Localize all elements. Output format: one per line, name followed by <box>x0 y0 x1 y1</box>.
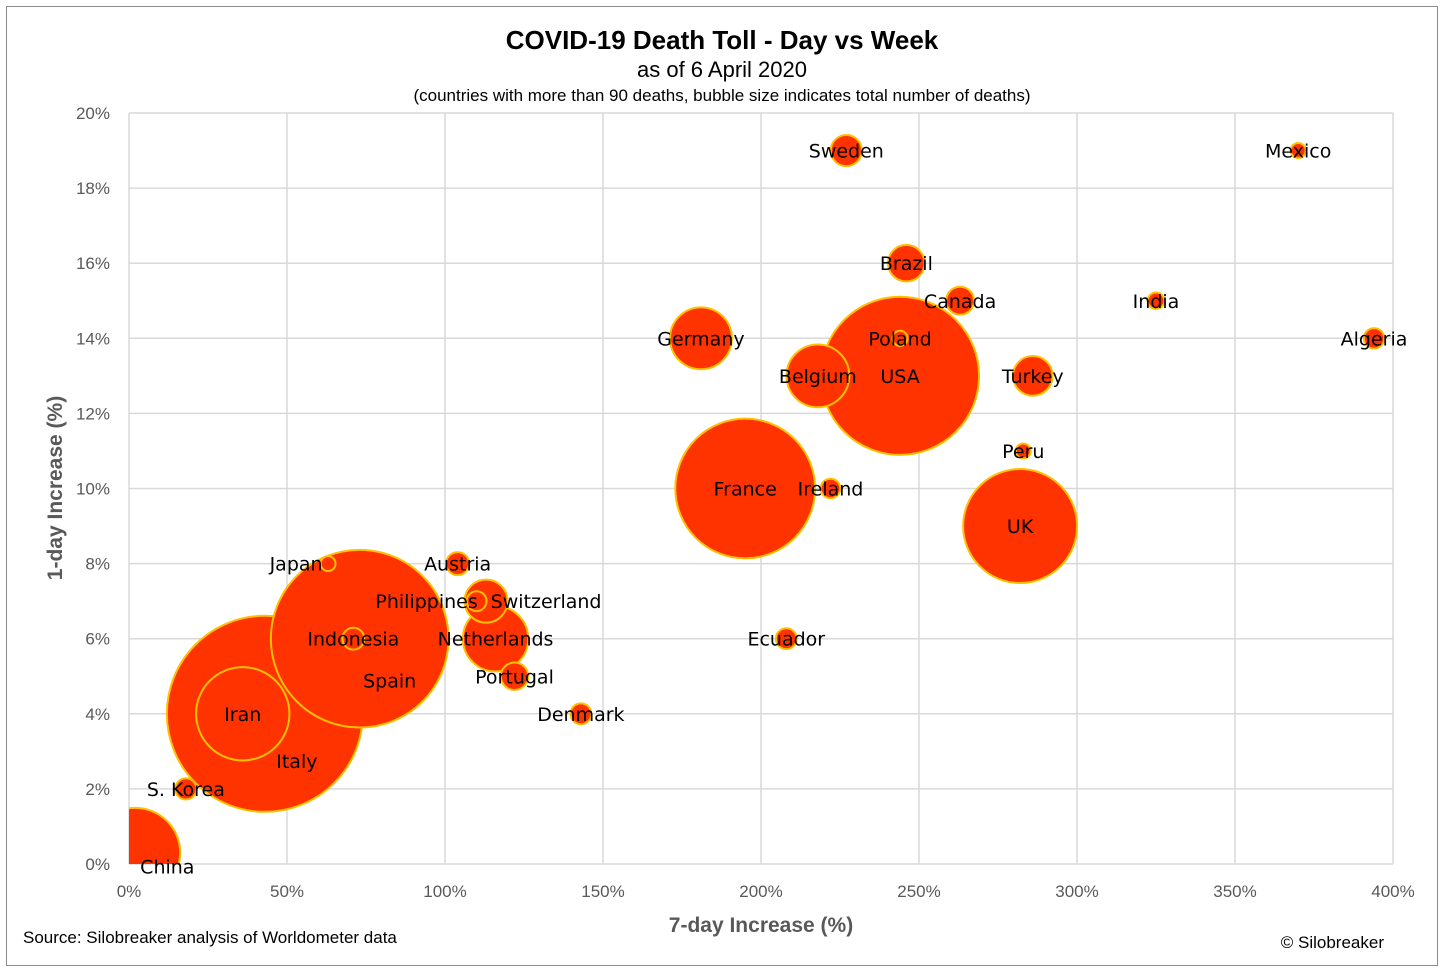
bubble-japan <box>319 555 337 573</box>
x-tick-label: 100% <box>423 882 466 901</box>
y-tick-label: 4% <box>85 705 110 724</box>
bubble-austria <box>445 551 471 577</box>
label-turkey: Turkey <box>1001 366 1064 388</box>
gridlines <box>128 112 1394 865</box>
label-italy: Italy <box>276 751 317 773</box>
y-tick-label: 0% <box>85 855 110 874</box>
bubble-labels: China S. Korea Iran Italy Spain Japan Indonesi… <box>140 141 1407 879</box>
bubble-turkey <box>1011 355 1054 397</box>
x-tick-label: 400% <box>1371 882 1414 901</box>
label-poland: Poland <box>868 328 931 350</box>
x-tick-label: 50% <box>270 882 304 901</box>
label-france: France <box>714 479 777 501</box>
bubble-ecuador <box>774 627 798 651</box>
bubble-china <box>129 806 182 864</box>
bubble-mexico <box>1289 142 1307 160</box>
x-tick-label: 350% <box>1213 882 1256 901</box>
x-tick-label: 200% <box>739 882 782 901</box>
y-tick-label: 6% <box>85 630 110 649</box>
x-tick-label: 150% <box>581 882 624 901</box>
copyright-note: © Silobreaker <box>1281 933 1385 952</box>
label-germany: Germany <box>657 328 744 350</box>
chart-note: (countries with more than 90 deaths, bub… <box>413 86 1030 105</box>
label-mexico: Mexico <box>1265 141 1331 163</box>
bubble-india <box>1146 291 1166 311</box>
source-note: Source: Silobreaker analysis of Worldome… <box>23 928 397 947</box>
x-tick-label: 0% <box>117 882 142 901</box>
x-tick-label: 300% <box>1055 882 1098 901</box>
y-tick-label: 12% <box>76 404 110 423</box>
label-belgium: Belgium <box>779 366 857 388</box>
y-axis-ticks: 0% 2% 4% 6% 8% 10% 12% 14% 16% 18% 20% <box>76 104 110 874</box>
label-indonesia: Indonesia <box>307 629 399 651</box>
label-india: India <box>1133 291 1180 313</box>
bubble-algeria <box>1362 327 1386 350</box>
bubble-brazil <box>887 243 926 283</box>
label-denmark: Denmark <box>537 704 624 726</box>
label-austria: Austria <box>424 554 491 576</box>
label-usa: USA <box>880 366 919 388</box>
label-spain: Spain <box>363 671 416 693</box>
label-portugal: Portugal <box>475 666 554 688</box>
bubble-canada <box>945 285 976 316</box>
x-axis-title: 7-day Increase (%) <box>669 914 853 937</box>
y-tick-label: 10% <box>76 480 110 499</box>
label-brazil: Brazil <box>880 253 933 275</box>
bubble-philippines <box>465 590 488 613</box>
bubble-indonesia <box>341 626 366 651</box>
y-tick-label: 18% <box>76 179 110 198</box>
label-peru: Peru <box>1002 441 1044 463</box>
bubble-poland <box>891 329 909 347</box>
label-netherlands: Netherlands <box>438 629 554 651</box>
label-iran: Iran <box>224 704 261 726</box>
chart-title: COVID-19 Death Toll - Day vs Week <box>506 25 939 55</box>
label-philippines: Philippines <box>375 591 477 613</box>
bubble-portugal <box>499 661 530 691</box>
chart-subtitle: as of 6 April 2020 <box>637 57 807 82</box>
bubble-iran <box>195 666 291 762</box>
y-axis-title: 1-day Increase (%) <box>44 396 67 580</box>
label-uk: UK <box>1007 516 1034 538</box>
bubbles <box>129 133 1386 864</box>
y-tick-label: 16% <box>76 254 110 273</box>
y-tick-label: 14% <box>76 329 110 348</box>
bubble-denmark <box>569 702 593 726</box>
label-algeria: Algeria <box>1341 328 1408 350</box>
x-axis-ticks: 0% 50% 100% 150% 200% 250% 300% 350% 400% <box>117 882 1415 901</box>
label-s-korea: S. Korea <box>147 779 225 801</box>
bubble-germany <box>669 306 733 371</box>
label-china: China <box>140 857 194 879</box>
label-ecuador: Ecuador <box>747 629 825 651</box>
y-tick-label: 2% <box>85 780 110 799</box>
bubble-france <box>674 417 817 560</box>
label-sweden: Sweden <box>809 141 884 163</box>
y-tick-label: 8% <box>85 555 110 574</box>
x-tick-label: 250% <box>897 882 940 901</box>
y-tick-label: 20% <box>76 104 110 123</box>
bubble-ireland <box>819 477 842 500</box>
bubble-s-korea <box>174 777 198 801</box>
label-ireland: Ireland <box>798 479 864 501</box>
label-switzerland: Switzerland <box>491 591 602 613</box>
bubble-uk <box>962 468 1079 585</box>
label-canada: Canada <box>924 291 996 313</box>
label-japan: Japan <box>269 554 323 576</box>
bubble-peru <box>1014 442 1032 460</box>
bubble-belgium <box>785 343 851 409</box>
bubble-sweden <box>829 133 863 168</box>
